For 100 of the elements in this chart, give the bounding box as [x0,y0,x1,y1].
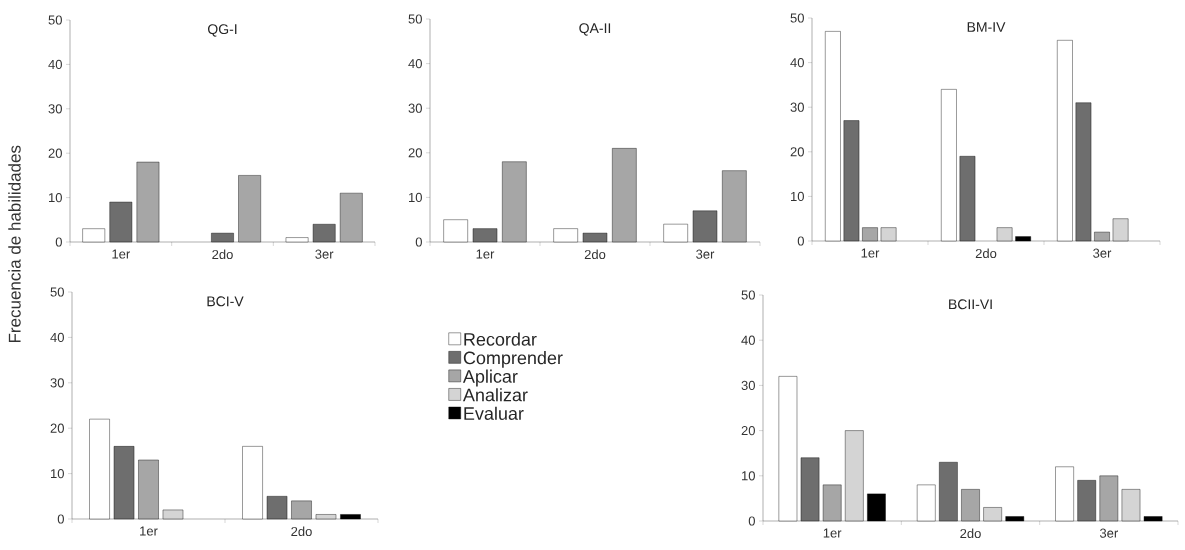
x-tick-label: 2do [960,528,981,539]
x-tick-label: 3er [696,249,715,259]
bar [238,175,261,243]
bar [291,500,312,520]
y-tick-label: 40 [790,58,804,68]
bar [502,161,527,243]
y-tick-label: 10 [742,471,755,481]
y-tick-label: 40 [50,332,64,343]
y-tick-label: 10 [49,193,62,203]
bar [1121,489,1141,522]
y-tick-label: 50 [50,287,64,297]
bar [692,210,718,243]
y-tick-label: 0 [415,237,422,247]
y-tick-label: 30 [48,104,62,114]
bar [1094,231,1110,242]
y-tick-label: 10 [51,469,64,479]
y-tick-label: 50 [48,15,62,25]
bar [312,224,336,243]
bar [443,219,468,243]
y-tick-label: 20 [790,147,804,157]
bar [472,228,498,243]
bar [1077,480,1096,522]
bar [825,31,841,242]
y-tick-label: 50 [790,13,804,23]
y-tick-label: 40 [741,335,755,345]
x-tick-label: 3er [315,249,334,259]
y-tick-label: 20 [48,148,62,158]
y-tick-label: 10 [791,191,804,202]
bar [113,446,135,520]
legend-label: Analizar [462,388,528,402]
bar [339,192,363,243]
bar [1112,218,1129,242]
y-tick-label: 10 [409,192,422,203]
bar [800,457,820,522]
y-tick-label: 20 [408,148,422,158]
bar [961,489,980,522]
bar [612,148,637,243]
bar [939,462,958,522]
x-tick-label: 3er [1099,528,1119,538]
y-tick-label: 50 [741,290,755,300]
bar [109,201,133,243]
bar [1015,236,1031,242]
chart-title: QG-I [208,24,237,37]
y-tick-label: 0 [797,236,804,246]
bar [722,170,747,243]
bar [663,223,688,243]
chart-title: BCI-V [207,296,244,307]
bar [1055,466,1074,522]
bar [1075,102,1092,242]
y-tick-label: 30 [50,378,64,388]
x-tick-label: 1er [861,248,880,258]
chart-title: BCII-VI [949,299,992,310]
bar [778,376,798,522]
y-tick-label: 50 [408,14,422,24]
x-tick-label: 1er [823,528,842,538]
bar [845,430,864,522]
bar [862,227,878,242]
chart-title: QA-II [579,23,611,36]
y-tick-label: 20 [741,426,755,436]
bar [340,514,361,520]
x-tick-label: 1er [112,249,131,259]
bar [1099,475,1119,522]
bar [285,237,309,243]
bar [162,509,184,520]
bar [996,227,1013,242]
y-tick-label: 0 [748,516,755,526]
bar [242,446,263,520]
bar [941,89,957,242]
legend-label: Comprender [463,351,563,368]
y-tick-label: 30 [741,380,755,391]
bar [582,232,608,243]
bar [1057,40,1073,242]
y-tick-label: 40 [408,59,422,69]
y-axis-title: Frecuencia de habilidades [8,145,21,343]
bar [138,459,159,520]
y-tick-label: 20 [50,423,64,433]
bar [82,228,106,243]
y-tick-label: 30 [408,103,422,113]
bar [1143,516,1163,522]
bar [867,493,886,522]
bar [1005,516,1025,522]
x-tick-label: 2do [975,248,997,259]
legend-label: Aplicar [462,369,518,387]
x-tick-label: 2do [291,526,312,537]
bar [843,120,860,242]
bar [822,484,842,522]
bar [136,161,160,243]
bar [211,232,234,243]
bar [315,514,337,520]
x-tick-label: 2do [584,249,606,260]
bar [553,228,578,243]
y-tick-label: 40 [48,59,62,70]
y-tick-label: 0 [57,514,64,524]
y-tick-label: 30 [790,102,804,112]
x-tick-label: 1er [476,249,495,259]
x-tick-label: 1er [140,526,158,536]
y-tick-label: 0 [55,237,62,247]
legend-label: Recordar [464,332,537,346]
bar [266,496,288,520]
bar [916,484,936,522]
